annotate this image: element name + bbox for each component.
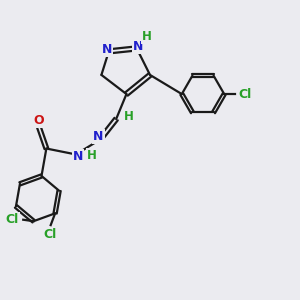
Text: N: N — [73, 150, 83, 163]
Text: Cl: Cl — [44, 228, 57, 241]
Text: H: H — [87, 149, 97, 162]
Text: Cl: Cl — [6, 213, 19, 226]
Text: Cl: Cl — [239, 88, 252, 100]
Text: H: H — [124, 110, 134, 123]
Text: N: N — [93, 130, 104, 143]
Text: N: N — [102, 43, 112, 56]
Text: O: O — [33, 114, 44, 127]
Text: N: N — [133, 40, 143, 52]
Text: H: H — [142, 30, 152, 43]
